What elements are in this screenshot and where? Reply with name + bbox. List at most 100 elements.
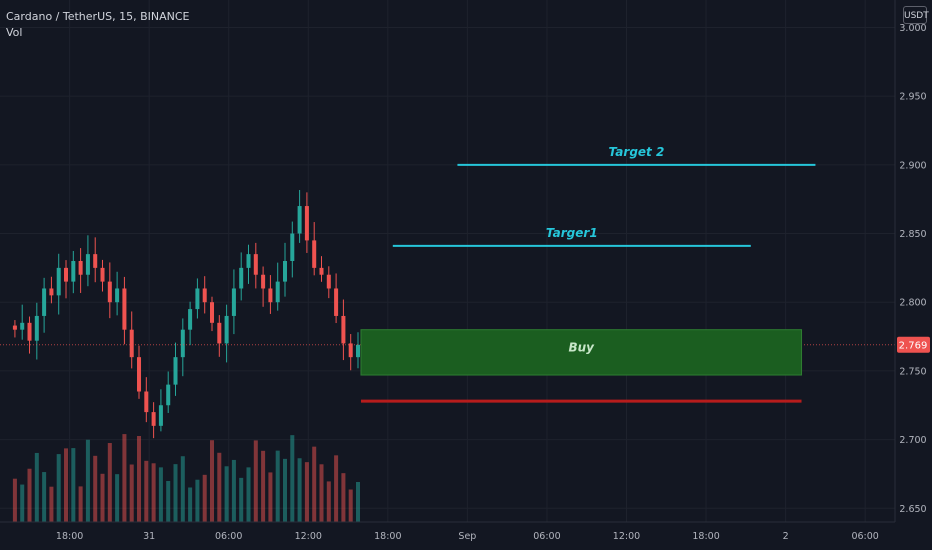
volume-bar <box>297 458 302 522</box>
candle-body <box>202 288 207 303</box>
candle-body <box>20 322 25 330</box>
candle-body <box>173 357 178 385</box>
currency-button[interactable]: USDT <box>903 6 929 24</box>
candle-body <box>261 274 266 289</box>
volume-bar <box>304 462 309 522</box>
volume-bar <box>56 454 61 522</box>
candle-body <box>64 267 69 282</box>
volume-indicator-label[interactable]: Vol <box>6 26 23 39</box>
volume-bar <box>42 472 47 522</box>
candle-body <box>253 254 258 275</box>
volume-bar <box>144 460 149 522</box>
time-tick-label: 06:00 <box>851 531 878 542</box>
volume-bar <box>180 456 185 522</box>
volume-bar <box>158 467 163 522</box>
volume-bar <box>348 489 353 522</box>
candle-body <box>85 254 90 275</box>
time-tick-label: 18:00 <box>56 531 83 542</box>
candlestick-series <box>12 190 361 439</box>
time-tick-label: 12:00 <box>295 531 322 542</box>
candle-body <box>290 233 295 261</box>
candle-body <box>100 267 105 282</box>
candle-body <box>158 405 163 426</box>
candle-body <box>334 288 339 316</box>
volume-bar <box>290 435 295 522</box>
candle-body <box>355 344 361 358</box>
candle-body <box>93 254 98 268</box>
volume-bar <box>107 443 112 522</box>
candle-body <box>166 384 171 406</box>
time-tick-label: 31 <box>143 531 155 542</box>
candle-body <box>209 302 215 323</box>
candle-body <box>297 206 302 234</box>
volume-bar <box>100 473 105 522</box>
candle-body <box>348 343 353 358</box>
time-tick-label: 2 <box>783 531 789 542</box>
volume-bar <box>115 474 120 522</box>
volume-bar <box>27 468 32 522</box>
price-axis[interactable]: 3.000 2.950 2.900 2.850 2.800 2.750 2.700 2.650 <box>894 0 927 522</box>
chart-grid <box>0 0 895 522</box>
candle-body <box>12 325 17 330</box>
candle-body <box>122 288 127 330</box>
price-tick-label: 2.650 <box>899 504 926 515</box>
buy-zone <box>360 329 803 376</box>
volume-bar <box>64 448 69 522</box>
last-price-label: 2.769 <box>899 340 928 351</box>
candle-body <box>195 288 200 310</box>
volume-bar <box>217 452 222 522</box>
candle-body <box>326 274 331 289</box>
volume-bar <box>253 440 258 522</box>
volume-bar <box>202 474 207 522</box>
candle-body <box>71 261 76 282</box>
price-tick-label: 2.950 <box>899 92 926 103</box>
volume-bar <box>312 446 317 522</box>
volume-bar <box>85 439 90 522</box>
candle-body <box>268 288 273 303</box>
symbol-title[interactable]: Cardano / TetherUS, 15, BINANCE <box>6 10 190 23</box>
volume-bar <box>129 464 134 522</box>
volume-bar <box>239 477 244 522</box>
candle-body <box>304 206 309 241</box>
price-tick-label: 3.000 <box>899 23 926 34</box>
candle-body <box>144 391 149 413</box>
candle-body <box>217 322 222 344</box>
candle-body <box>224 315 229 344</box>
time-tick-label: 06:00 <box>533 531 560 542</box>
volume-bar <box>188 487 193 522</box>
volume-bar <box>151 463 156 522</box>
volume-bar <box>282 458 288 522</box>
volume-bar <box>173 464 178 522</box>
volume-bar <box>224 466 229 522</box>
time-axis[interactable]: 18:00 31 06:00 12:00 18:00 Sep 06:00 12:00 18:00… <box>0 521 895 542</box>
candle-body <box>180 329 185 358</box>
candle-body <box>151 412 156 426</box>
volume-bar <box>319 464 324 522</box>
volume-bar <box>195 479 200 522</box>
volume-bar <box>166 480 171 522</box>
volume-bar <box>326 481 331 522</box>
volume-bar <box>341 473 346 522</box>
candle-body <box>137 357 142 392</box>
buy-zone-label: Buy <box>568 340 595 354</box>
drawing-annotations[interactable]: Target 2 Targer1 Buy <box>360 145 816 403</box>
candle-body <box>129 329 134 358</box>
volume-bar <box>334 455 339 522</box>
price-tick-label: 2.800 <box>899 298 926 309</box>
time-tick-label: 12:00 <box>613 531 640 542</box>
candle-body <box>27 322 32 341</box>
chart-legend: Cardano / TetherUS, 15, BINANCE Vol <box>6 9 190 41</box>
time-tick-label: 06:00 <box>215 531 242 542</box>
volume-bar <box>49 486 54 522</box>
volume-bar <box>268 472 273 522</box>
volume-bar <box>355 481 361 522</box>
candle-body <box>312 240 317 268</box>
candle-body <box>42 288 47 316</box>
target-label: Target 2 <box>609 145 665 159</box>
candle-body <box>49 288 54 296</box>
price-tick-label: 2.900 <box>899 160 926 171</box>
candle-body <box>239 267 244 289</box>
time-tick-label: 18:00 <box>374 531 401 542</box>
candle-body <box>231 288 236 316</box>
